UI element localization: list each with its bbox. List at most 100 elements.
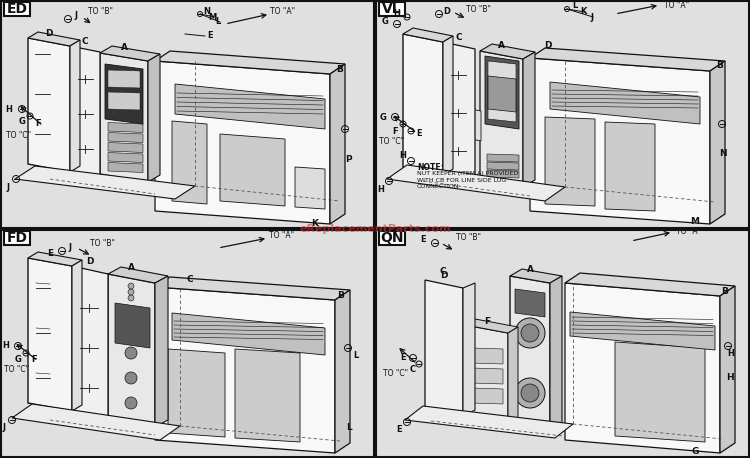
Polygon shape (405, 406, 573, 438)
Text: ED: ED (7, 2, 28, 16)
Polygon shape (487, 162, 519, 170)
Text: L: L (215, 17, 220, 27)
Polygon shape (28, 252, 82, 266)
Polygon shape (108, 142, 143, 153)
Polygon shape (148, 54, 160, 182)
Polygon shape (487, 170, 519, 178)
Circle shape (125, 347, 137, 359)
Polygon shape (545, 117, 595, 206)
Polygon shape (488, 76, 516, 112)
Circle shape (128, 295, 134, 301)
Polygon shape (108, 92, 140, 110)
Text: E: E (207, 32, 213, 40)
Text: A: A (121, 44, 128, 53)
Circle shape (521, 324, 539, 342)
Polygon shape (175, 84, 325, 129)
Text: L: L (572, 1, 578, 11)
Polygon shape (105, 64, 143, 124)
Text: A: A (128, 263, 134, 273)
Text: B: B (337, 65, 344, 73)
Text: J: J (2, 424, 5, 432)
Bar (4, 2, 30, 16)
Polygon shape (465, 319, 518, 333)
Polygon shape (565, 273, 735, 296)
Polygon shape (28, 38, 70, 172)
Text: H: H (726, 374, 734, 382)
Polygon shape (72, 266, 108, 418)
Circle shape (515, 378, 545, 408)
Text: D: D (544, 42, 552, 50)
Polygon shape (480, 44, 535, 59)
Text: G: G (19, 116, 26, 125)
Text: D: D (443, 6, 451, 16)
Text: TO "B": TO "B" (457, 234, 482, 242)
Polygon shape (472, 348, 503, 364)
Polygon shape (28, 32, 80, 46)
Polygon shape (155, 61, 330, 224)
Text: G: G (380, 113, 386, 121)
Text: A: A (497, 40, 505, 49)
Text: C: C (82, 37, 88, 45)
Text: J: J (7, 182, 10, 191)
Polygon shape (330, 64, 345, 224)
Polygon shape (720, 286, 735, 453)
Polygon shape (155, 277, 350, 300)
Polygon shape (108, 153, 143, 163)
Polygon shape (12, 404, 180, 440)
Polygon shape (108, 70, 140, 88)
Text: K: K (580, 7, 586, 16)
Polygon shape (108, 122, 143, 132)
Text: F: F (392, 126, 398, 136)
Polygon shape (100, 46, 160, 61)
Polygon shape (471, 109, 481, 141)
Bar (379, 231, 405, 245)
Polygon shape (530, 48, 725, 71)
Polygon shape (168, 349, 225, 437)
Polygon shape (472, 368, 503, 384)
Text: VL: VL (382, 2, 402, 16)
Polygon shape (710, 61, 725, 224)
Text: P: P (345, 154, 351, 164)
Text: TO "B": TO "B" (89, 239, 115, 247)
Polygon shape (488, 61, 516, 122)
Polygon shape (70, 40, 80, 172)
Text: E: E (47, 250, 53, 258)
Text: B: B (722, 287, 728, 295)
Polygon shape (530, 58, 710, 224)
Polygon shape (510, 269, 562, 283)
Text: TO "B": TO "B" (466, 5, 490, 13)
Text: L: L (353, 350, 358, 360)
Polygon shape (235, 349, 300, 442)
Text: FD: FD (7, 231, 28, 245)
Text: E: E (420, 235, 426, 245)
Polygon shape (403, 28, 453, 42)
Text: H: H (728, 349, 734, 359)
Text: M: M (208, 12, 216, 22)
Text: G: G (692, 447, 699, 457)
Circle shape (521, 384, 539, 402)
Polygon shape (335, 290, 350, 453)
Text: D: D (86, 256, 94, 266)
Text: D: D (440, 272, 448, 280)
Polygon shape (550, 276, 562, 430)
Polygon shape (515, 289, 545, 317)
Polygon shape (155, 276, 168, 427)
Polygon shape (463, 283, 475, 416)
Text: G: G (14, 354, 22, 364)
Text: TO "A": TO "A" (271, 7, 296, 16)
Text: E: E (396, 425, 402, 435)
Polygon shape (487, 154, 519, 162)
Text: B: B (716, 61, 724, 71)
Text: eReplacementParts.com: eReplacementParts.com (299, 224, 451, 234)
Polygon shape (28, 258, 72, 411)
Text: N: N (203, 6, 211, 16)
Text: TO "C": TO "C" (4, 365, 29, 375)
Polygon shape (108, 274, 155, 427)
Polygon shape (480, 51, 523, 187)
Text: TO "A": TO "A" (269, 231, 295, 240)
Text: TO "C": TO "C" (383, 369, 408, 377)
Text: TO "A": TO "A" (676, 228, 701, 236)
Text: C: C (456, 33, 462, 43)
Text: E: E (400, 354, 406, 362)
Text: F: F (484, 317, 490, 327)
